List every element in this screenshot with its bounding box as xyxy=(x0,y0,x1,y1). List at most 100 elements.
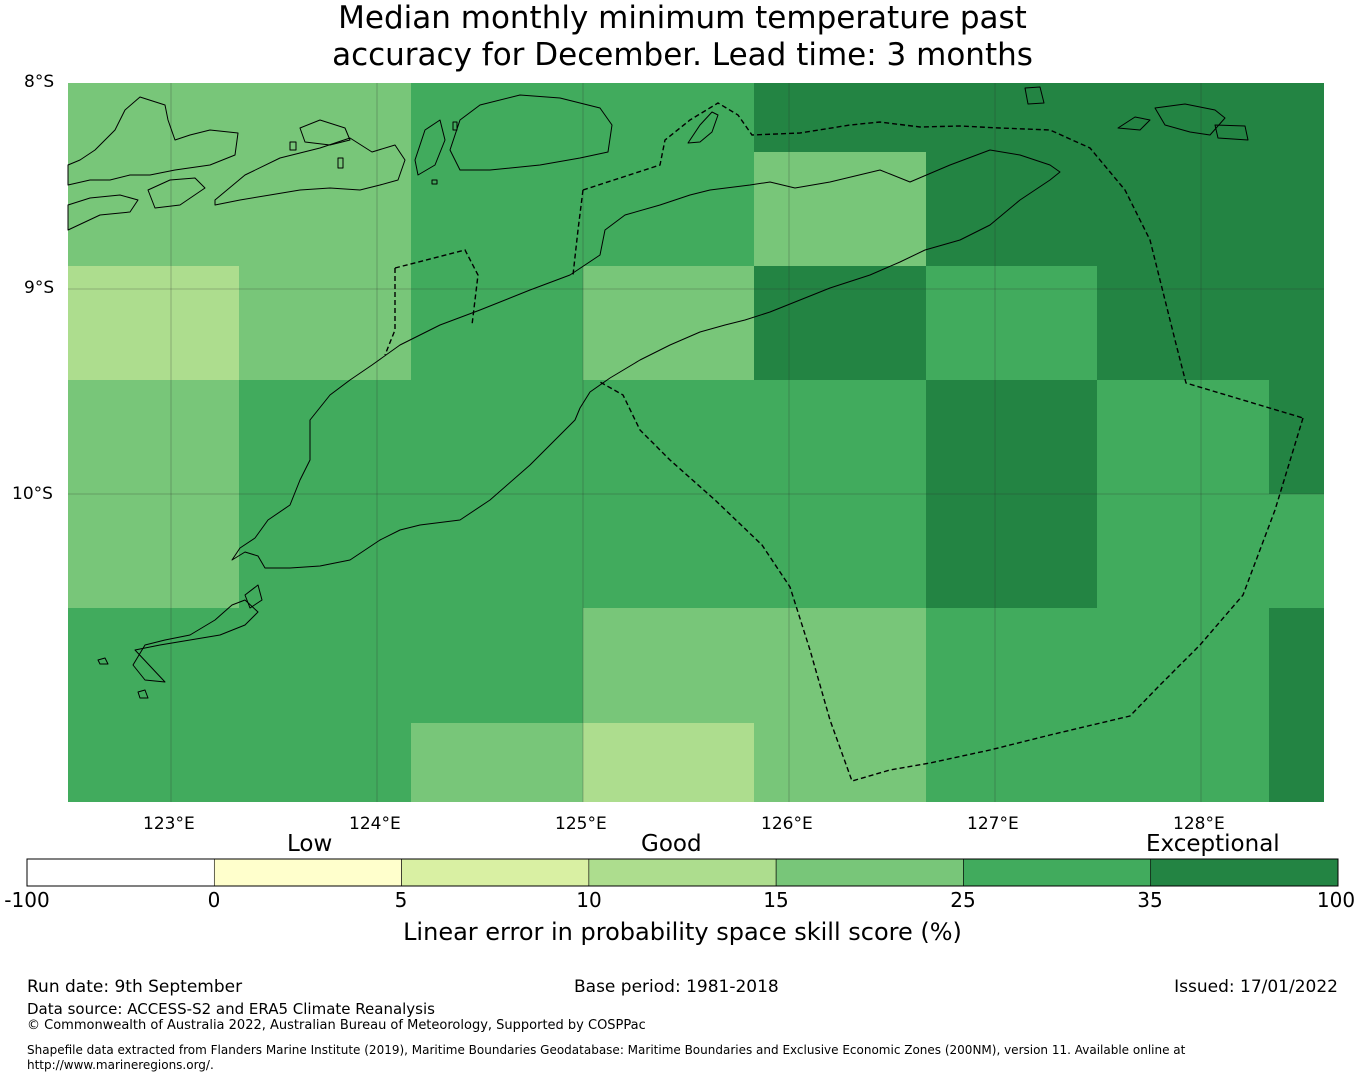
data-source: Data source: ACCESS-S2 and ERA5 Climate … xyxy=(27,1000,435,1018)
grid-cell xyxy=(411,266,583,380)
grid-cell xyxy=(68,380,239,494)
island-small-3 xyxy=(337,157,344,169)
lat-label-8s: 8°S xyxy=(24,72,55,92)
oecusse-boundary-west xyxy=(384,268,396,356)
shapefile-credit-line-1: Shapefile data extracted from Flanders M… xyxy=(27,1043,1186,1057)
title-line-1: Median monthly minimum temperature past xyxy=(338,0,1027,36)
pantar-coastline xyxy=(414,119,446,176)
island-small-4 xyxy=(289,141,297,151)
colorbar-segment xyxy=(963,858,1152,887)
grid-cell xyxy=(583,723,754,802)
solor-coastline xyxy=(147,177,206,209)
chart-title: Median monthly minimum temperature past … xyxy=(0,0,1365,74)
colorbar-word-exceptional: Exceptional xyxy=(1146,831,1280,857)
island-east-1 xyxy=(1117,116,1151,131)
grid-cell xyxy=(68,152,411,266)
colorbar-segment xyxy=(401,858,590,887)
lat-label-10s: 10°S xyxy=(12,484,53,504)
skill-grid-cells xyxy=(68,83,1324,802)
grid-cell xyxy=(239,494,926,608)
title-line-2: accuracy for December. Lead time: 3 mont… xyxy=(332,37,1033,73)
colorbar-frame xyxy=(26,858,1339,887)
colorbar-tick: 10 xyxy=(576,888,602,912)
grid-cell xyxy=(583,266,754,380)
grid-cell xyxy=(1269,608,1324,723)
island-small-1 xyxy=(452,121,458,131)
colorbar-tick: 15 xyxy=(763,888,789,912)
maritime-boundaries xyxy=(384,102,1304,782)
eez-south-boundary xyxy=(599,381,1304,782)
colorbar-segment xyxy=(588,858,777,887)
colorbar-tick: 100 xyxy=(1316,888,1356,912)
coastlines xyxy=(67,86,1249,699)
base-period: Base period: 1981-2018 xyxy=(574,977,779,997)
colorbar-caption: Linear error in probability space skill … xyxy=(403,918,962,946)
grid-cell xyxy=(926,608,1269,723)
graticule xyxy=(68,83,1324,802)
semau-coastline xyxy=(244,584,263,609)
lon-label-125e: 125°E xyxy=(555,814,607,834)
grid-cell xyxy=(926,380,1097,494)
island-east-3 xyxy=(1214,124,1249,141)
island-small-6 xyxy=(137,689,149,699)
lat-label-9s: 9°S xyxy=(24,278,55,298)
grid-cell xyxy=(926,494,1097,608)
colorbar-segment xyxy=(1150,858,1339,887)
grid-cell xyxy=(1269,723,1324,802)
lon-label-124e: 124°E xyxy=(349,814,401,834)
colorbar-word-good: Good xyxy=(641,831,702,857)
grid-cell xyxy=(754,83,1324,152)
timor-coastline xyxy=(231,149,1061,569)
grid-cell xyxy=(68,266,239,380)
grid-cell xyxy=(926,723,1269,802)
alor-coastline xyxy=(449,94,613,171)
eez-north-boundary xyxy=(582,102,1304,419)
grid-cell xyxy=(1097,266,1324,380)
colorbar-tick: 5 xyxy=(394,888,408,912)
grid-cell xyxy=(68,723,411,802)
colorbar-segment xyxy=(26,858,215,887)
colorbar-segment xyxy=(213,858,402,887)
run-date: Run date: 9th September xyxy=(27,977,243,997)
island-small-2 xyxy=(431,179,438,185)
eez-west-segment xyxy=(572,189,584,276)
grid-cell xyxy=(239,266,411,380)
flores-west-coastline xyxy=(67,194,139,231)
lon-label-123e: 123°E xyxy=(143,814,195,834)
grid-cell xyxy=(411,152,754,266)
grid-cell xyxy=(754,723,926,802)
colorbar-segment xyxy=(775,858,964,887)
grid-cell xyxy=(411,83,754,152)
colorbar-tick: 25 xyxy=(950,888,976,912)
issued-date: Issued: 17/01/2022 xyxy=(1174,977,1338,997)
grid-cell xyxy=(411,723,583,802)
oecusse-boundary xyxy=(394,249,479,326)
colorbar-tick: -100 xyxy=(4,888,50,912)
lon-label-126e: 126°E xyxy=(761,814,813,834)
colorbar-tick: 35 xyxy=(1137,888,1163,912)
island-east-2 xyxy=(1154,103,1226,136)
grid-cell xyxy=(926,266,1097,380)
grid-cell xyxy=(239,380,926,494)
grid-cell xyxy=(754,152,926,266)
adonara-coastline xyxy=(299,119,351,146)
lon-label-128e: 128°E xyxy=(1173,814,1225,834)
wetar-coastline xyxy=(1024,86,1045,105)
grid-cell xyxy=(926,152,1324,266)
colorbar-word-low: Low xyxy=(287,831,333,857)
island-small-5 xyxy=(97,657,109,665)
atauro-coastline xyxy=(687,111,719,144)
rote-coastline xyxy=(132,599,259,683)
colorbar-tick: 0 xyxy=(207,888,221,912)
grid-cell xyxy=(583,608,926,723)
grid-cell xyxy=(68,608,583,723)
lon-label-127e: 127°E xyxy=(967,814,1019,834)
grid-cell xyxy=(1097,494,1324,608)
shapefile-credit-line-2: http://www.marineregions.org/. xyxy=(27,1058,214,1072)
copyright: © Commonwealth of Australia 2022, Austra… xyxy=(27,1018,646,1033)
grid-cell xyxy=(68,494,239,608)
lembata-coastline xyxy=(214,137,406,206)
flores-coastline xyxy=(67,96,239,186)
